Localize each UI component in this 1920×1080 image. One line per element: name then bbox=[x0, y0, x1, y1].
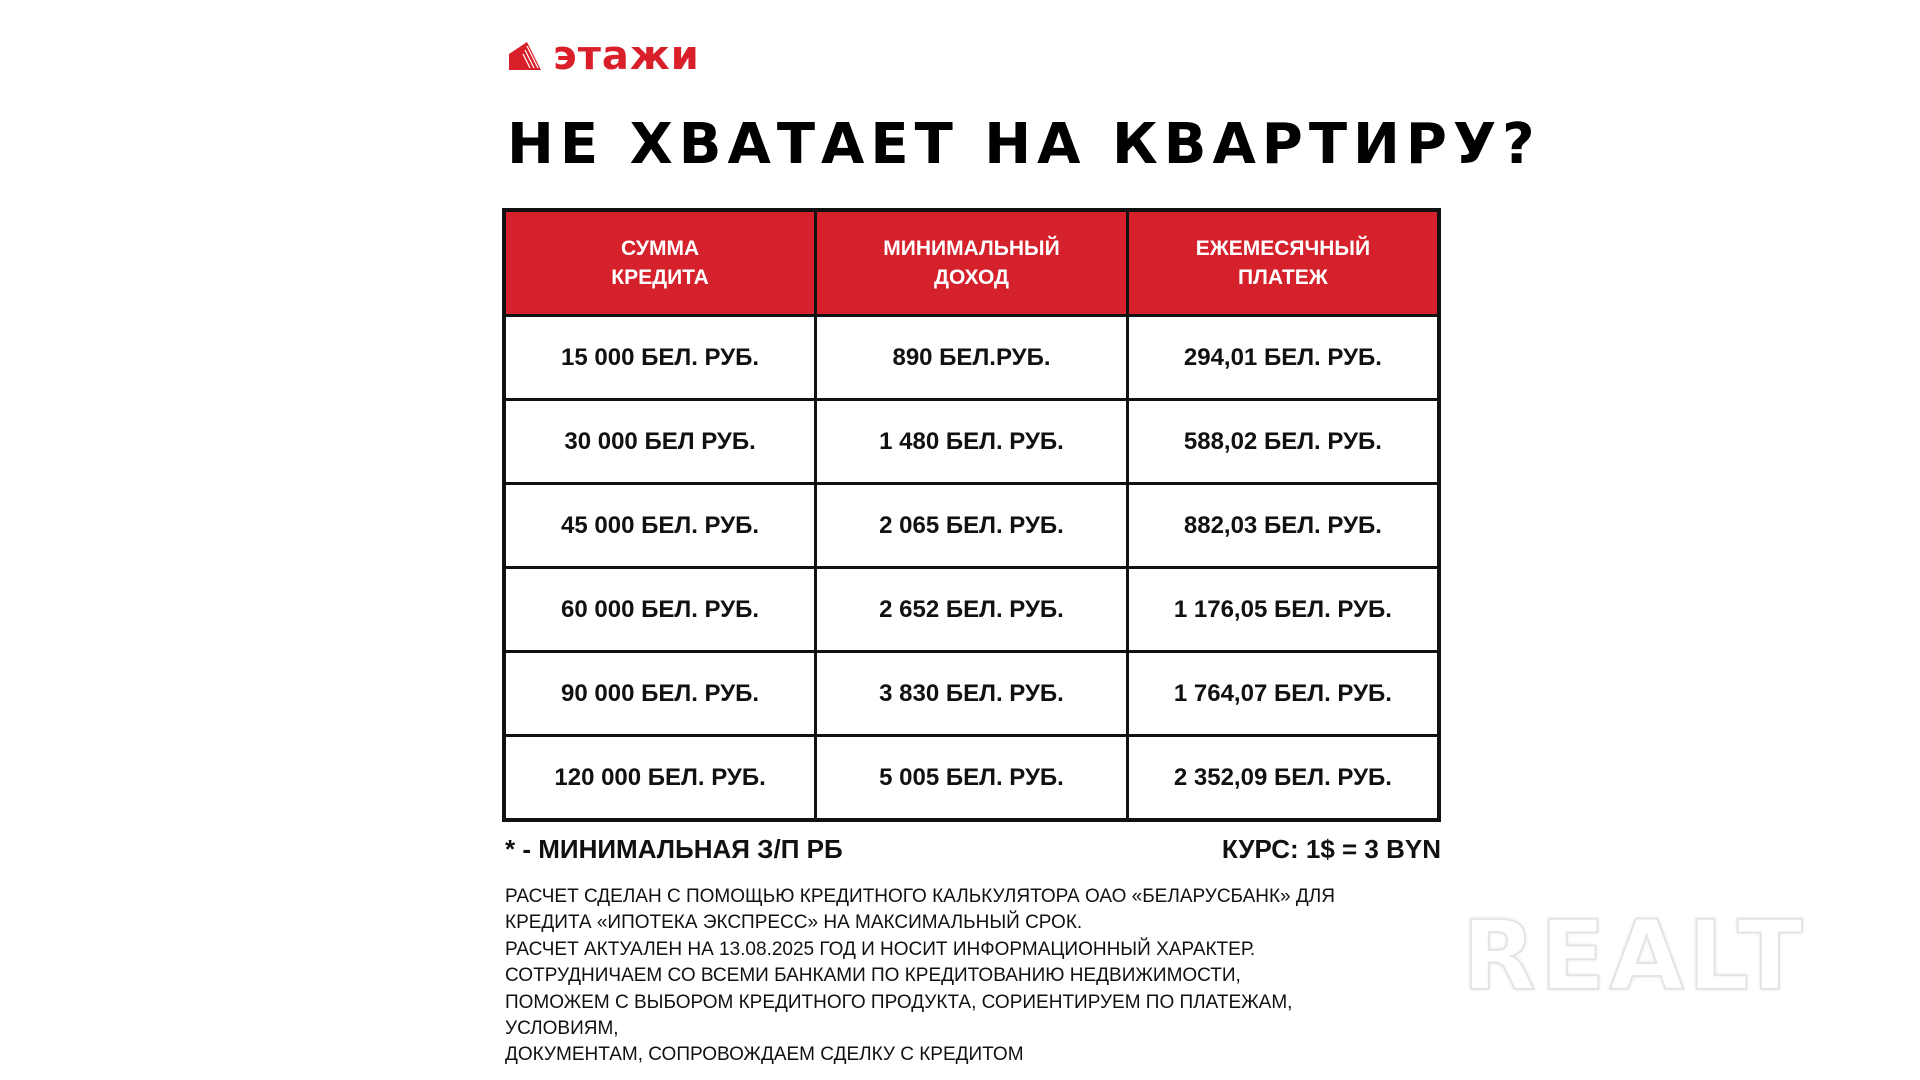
table-cell: 588,02 БЕЛ. РУБ. bbox=[1125, 398, 1441, 485]
table-cell: 120 000 БЕЛ. РУБ. bbox=[502, 734, 818, 822]
table-row: 120 000 БЕЛ. РУБ. 5 005 БЕЛ. РУБ. 2 352,09… bbox=[502, 734, 1441, 822]
table-cell: 30 000 БЕЛ РУБ. bbox=[502, 398, 818, 485]
disclaimer-line: РАСЧЕТ АКТУАЛЕН НА 13.08.2025 ГОД И НОСИ… bbox=[505, 938, 1256, 960]
table-cell: 294,01 БЕЛ. РУБ. bbox=[1125, 314, 1441, 401]
building-icon bbox=[509, 42, 541, 70]
disclaimer-line: СОТРУДНИЧАЕМ СО ВСЕМИ БАНКАМИ ПО КРЕДИТО… bbox=[505, 965, 1241, 987]
table-header-row: СУММА КРЕДИТА МИНИМАЛЬНЫЙ ДОХОД ЕЖЕМЕСЯЧНЫ… bbox=[502, 208, 1441, 317]
table-cell: 1 176,05 БЕЛ. РУБ. bbox=[1125, 566, 1441, 653]
table-cell: 90 000 БЕЛ. РУБ. bbox=[502, 650, 818, 737]
disclaimer-line: ДОКУМЕНТАМ, СОПРОВОЖДАЕМ СДЕЛКУ С КРЕДИТ… bbox=[505, 1044, 1024, 1066]
header-loan-amount: СУММА КРЕДИТА bbox=[502, 208, 818, 317]
brand-name: этажи bbox=[553, 33, 700, 79]
page-title: НЕ ХВАТАЕТ НА КВАРТИРУ? bbox=[507, 112, 1541, 177]
table-row: 45 000 БЕЛ. РУБ. 2 065 БЕЛ. РУБ. 882,03 БЕ… bbox=[502, 482, 1441, 569]
table-cell: 882,03 БЕЛ. РУБ. bbox=[1125, 482, 1441, 569]
disclaimer-line: РАСЧЕТ СДЕЛАН С ПОМОЩЬЮ КРЕДИТНОГО КАЛЬК… bbox=[505, 886, 1335, 907]
table-cell: 45 000 БЕЛ. РУБ. bbox=[502, 482, 818, 569]
table-cell: 3 830 БЕЛ. РУБ. bbox=[814, 650, 1129, 737]
table-cell: 2 652 БЕЛ. РУБ. bbox=[814, 566, 1129, 653]
table-row: 60 000 БЕЛ. РУБ. 2 652 БЕЛ. РУБ. 1 176,05 … bbox=[502, 566, 1441, 653]
table-cell: 1 480 БЕЛ. РУБ. bbox=[814, 398, 1129, 485]
table-cell: 1 764,07 БЕЛ. РУБ. bbox=[1125, 650, 1441, 737]
table-cell: 15 000 БЕЛ. РУБ. bbox=[502, 314, 818, 401]
table-cell: 890 БЕЛ.РУБ. bbox=[814, 314, 1129, 401]
table-cell: 2 352,09 БЕЛ. РУБ. bbox=[1125, 734, 1441, 822]
disclaimer: РАСЧЕТ СДЕЛАН С ПОМОЩЬЮ КРЕДИТНОГО КАЛЬК… bbox=[505, 884, 1335, 1069]
loan-table: СУММА КРЕДИТА МИНИМАЛЬНЫЙ ДОХОД ЕЖЕМЕСЯЧНЫ… bbox=[502, 208, 1441, 822]
realt-watermark: REALT bbox=[1461, 899, 1807, 1013]
table-cell: 60 000 БЕЛ. РУБ. bbox=[502, 566, 818, 653]
disclaimer-line: УСЛОВИЯМ, bbox=[505, 1018, 619, 1040]
disclaimer-line: КРЕДИТА «ИПОТЕКА ЭКСПРЕСС» НА МАКСИМАЛЬН… bbox=[505, 912, 1083, 934]
table-row: 90 000 БЕЛ. РУБ. 3 830 БЕЛ. РУБ. 1 764,07 … bbox=[502, 650, 1441, 737]
header-min-income: МИНИМАЛЬНЫЙ ДОХОД bbox=[814, 208, 1129, 317]
table-cell: 2 065 БЕЛ. РУБ. bbox=[814, 482, 1129, 569]
table-row: 15 000 БЕЛ. РУБ. 890 БЕЛ.РУБ. 294,01 БЕЛ. … bbox=[502, 314, 1441, 401]
table-cell: 5 005 БЕЛ. РУБ. bbox=[814, 734, 1129, 822]
disclaimer-line: ПОМОЖЕМ С ВЫБОРОМ КРЕДИТНОГО ПРОДУКТА, С… bbox=[505, 991, 1293, 1013]
brand-logo: этажи bbox=[507, 36, 700, 76]
exchange-rate: КУРС: 1$ = 3 BYN bbox=[1221, 834, 1441, 864]
header-monthly-payment: ЕЖЕМЕСЯЧНЫЙ ПЛАТЕЖ bbox=[1125, 208, 1441, 317]
table-row: 30 000 БЕЛ РУБ. 1 480 БЕЛ. РУБ. 588,02 БЕЛ… bbox=[502, 398, 1441, 485]
footnote: * - МИНИМАЛЬНАЯ З/П РБ bbox=[505, 834, 843, 864]
